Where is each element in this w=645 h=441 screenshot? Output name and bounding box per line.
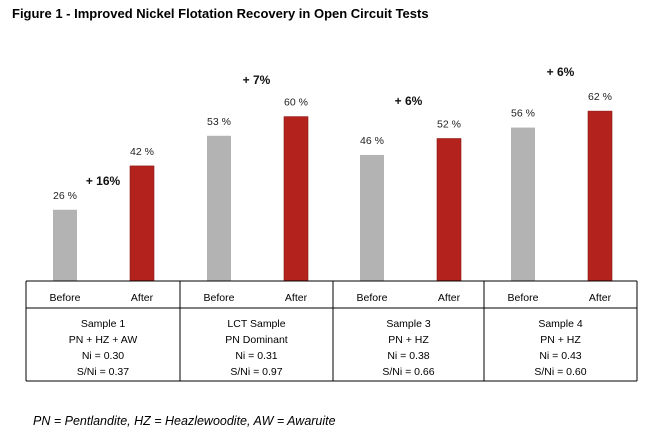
tick-label-before-1: Before (50, 292, 81, 304)
sample-info-4-3: Ni = 0.43 (539, 350, 581, 362)
sample-info-1-2: PN + HZ + AW (69, 334, 138, 346)
sample-info-3-4: S/Ni = 0.66 (382, 366, 434, 378)
data-label-after-1: 42 % (130, 146, 154, 158)
tick-label-before-3: Before (357, 292, 388, 304)
sample-info-4-1: Sample 4 (538, 318, 583, 330)
gain-label-2: + 7% (243, 73, 271, 87)
sample-info-2-4: S/Ni = 0.97 (230, 366, 282, 378)
tick-label-before-4: Before (508, 292, 539, 304)
sample-info-2-1: LCT Sample (227, 318, 285, 330)
sample-info-1-1: Sample 1 (81, 318, 126, 330)
data-label-after-3: 52 % (437, 119, 461, 131)
data-label-before-1: 26 % (53, 190, 77, 202)
bar-after-3 (436, 138, 462, 282)
data-label-before-3: 46 % (360, 135, 384, 147)
gain-label-4: + 6% (547, 65, 575, 79)
bar-before-1 (53, 209, 77, 281)
sample-info-2-2: PN Dominant (225, 334, 288, 346)
gain-label-3: + 6% (395, 94, 423, 108)
sample-info-2-3: Ni = 0.31 (235, 350, 277, 362)
gain-label-1: + 16% (86, 174, 121, 188)
data-label-before-4: 56 % (511, 108, 535, 120)
sample-info-1-3: Ni = 0.30 (82, 350, 124, 362)
sample-info-3-3: Ni = 0.38 (387, 350, 429, 362)
bar-after-2 (283, 116, 309, 282)
tick-label-after-1: After (131, 292, 154, 304)
sample-info-1-4: S/Ni = 0.37 (77, 366, 129, 378)
tick-label-after-2: After (285, 292, 308, 304)
tick-label-after-4: After (589, 292, 612, 304)
bar-after-1 (129, 165, 155, 282)
bar-after-4 (587, 110, 613, 282)
data-label-after-4: 62 % (588, 91, 612, 103)
chart-title: Figure 1 - Improved Nickel Flotation Rec… (12, 6, 429, 21)
bar-before-4 (511, 127, 535, 281)
data-label-before-2: 53 % (207, 116, 231, 128)
sample-info-3-2: PN + HZ (388, 334, 429, 346)
sample-info-4-4: S/Ni = 0.60 (534, 366, 586, 378)
tick-label-after-3: After (438, 292, 461, 304)
tick-label-before-2: Before (204, 292, 235, 304)
data-label-after-2: 60 % (284, 97, 308, 109)
bar-before-2 (207, 135, 231, 281)
abbreviation-footnote: PN = Pentlandite, HZ = Heazlewoodite, AW… (33, 414, 336, 428)
sample-info-4-2: PN + HZ (540, 334, 581, 346)
bar-before-3 (360, 154, 384, 281)
sample-info-3-1: Sample 3 (386, 318, 431, 330)
